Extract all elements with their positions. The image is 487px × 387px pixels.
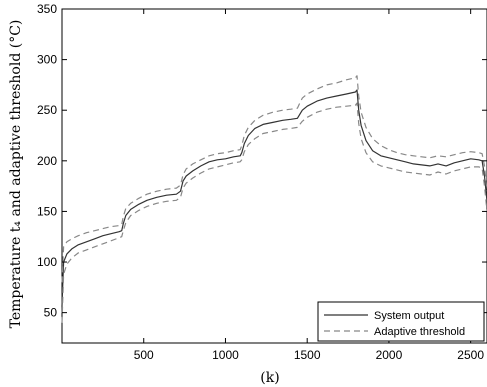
y-tick-label-100: 100: [37, 255, 57, 269]
y-tick-label-200: 200: [37, 154, 57, 168]
x-axis-title: (k): [260, 370, 279, 386]
plot-frame: [61, 8, 487, 344]
x-tick-label-1000: 1000: [212, 348, 239, 362]
plot-area: 500 1000 1500 2000 2500 50 100 150 200 250 300 350: [37, 2, 487, 362]
legend-label-system-output: System output: [374, 310, 444, 322]
y-tick-label-250: 250: [37, 103, 57, 117]
x-tick-label-500: 500: [134, 348, 154, 362]
x-tick-label-2500: 2500: [457, 348, 484, 362]
x-tick-label-1500: 1500: [294, 348, 321, 362]
series-line-system-output: [61, 89, 487, 306]
y-tick-label-350: 350: [37, 2, 57, 16]
legend: System output Adaptive threshold: [317, 301, 485, 342]
y-axis-title: Temperature t₄ and adaptive threshold (°…: [8, 20, 24, 329]
y-tick-label-50: 50: [44, 306, 58, 320]
legend-box: [317, 301, 485, 342]
series-line-adaptive-threshold-lower: [61, 102, 487, 323]
y-tick-label-300: 300: [37, 53, 57, 67]
x-tick-label-2000: 2000: [376, 348, 403, 362]
y-tick-label-150: 150: [37, 204, 57, 218]
series-line-adaptive-threshold: [61, 75, 487, 283]
legend-label-adaptive-threshold: Adaptive threshold: [374, 326, 465, 338]
